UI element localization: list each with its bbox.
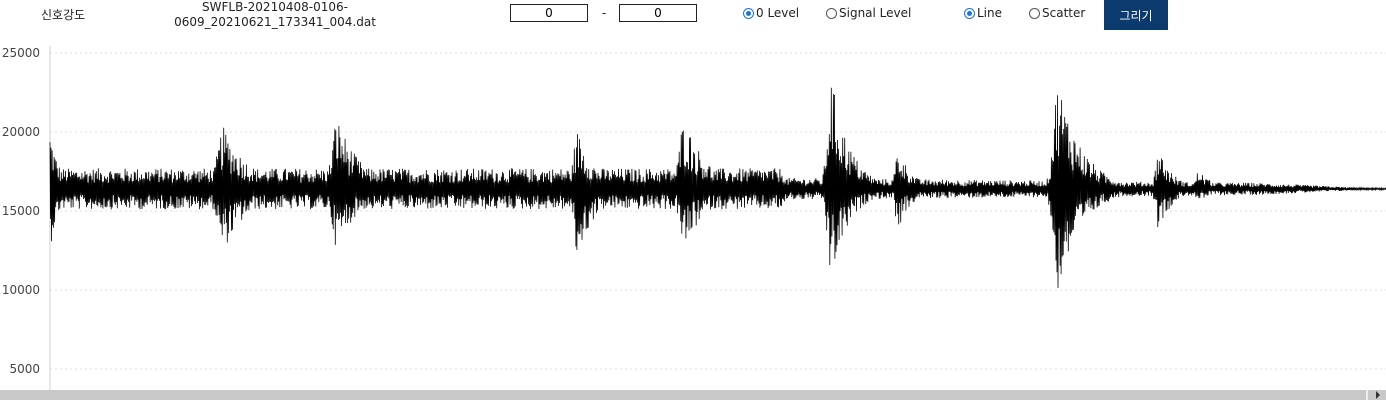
zero-level-radio[interactable] (743, 7, 754, 19)
line-label: Line (977, 6, 1003, 20)
range-from-input[interactable] (510, 4, 588, 22)
y-tick-label: 15000 (2, 204, 40, 218)
signal-level-radio[interactable] (826, 7, 837, 19)
scatter-radio[interactable] (1029, 7, 1040, 19)
filename-line-2: 0609_20210621_173341_004.dat (174, 15, 376, 29)
scatter-option[interactable]: Scatter (1029, 6, 1085, 20)
signal-level-option[interactable]: Signal Level (826, 6, 911, 20)
y-tick-label: 5000 (9, 362, 40, 376)
line-radio[interactable] (964, 7, 975, 19)
draw-button[interactable]: 그리기 (1104, 0, 1168, 30)
line-option[interactable]: Line (964, 6, 1002, 20)
signal-chart-svg: 25000 20000 15000 10000 5000 (2, 46, 1386, 390)
signal-strength-label: 신호강도 (41, 8, 86, 22)
range-separator: - (602, 6, 607, 20)
range-to-input[interactable] (619, 4, 697, 22)
horizontal-scrollbar[interactable] (0, 390, 1386, 400)
y-tick-label: 20000 (2, 125, 40, 139)
signal-level-label: Signal Level (839, 6, 912, 20)
scatter-label: Scatter (1042, 6, 1086, 20)
y-tick-label: 10000 (2, 283, 40, 297)
scroll-right-arrow-icon[interactable] (1376, 391, 1380, 399)
scroll-track[interactable] (1366, 390, 1368, 400)
signal-series-line (49, 87, 1386, 288)
filename-label: SWFLB-20210408-0106- 0609_20210621_17334… (160, 0, 390, 30)
zero-level-option[interactable]: 0 Level (743, 6, 799, 20)
filename-line-1: SWFLB-20210408-0106- (202, 0, 348, 14)
signal-chart: 25000 20000 15000 10000 5000 (0, 36, 1386, 390)
y-tick-label: 25000 (2, 46, 40, 60)
toolbar: 신호강도 SWFLB-20210408-0106- 0609_20210621_… (0, 0, 1386, 36)
zero-level-label: 0 Level (756, 6, 800, 20)
